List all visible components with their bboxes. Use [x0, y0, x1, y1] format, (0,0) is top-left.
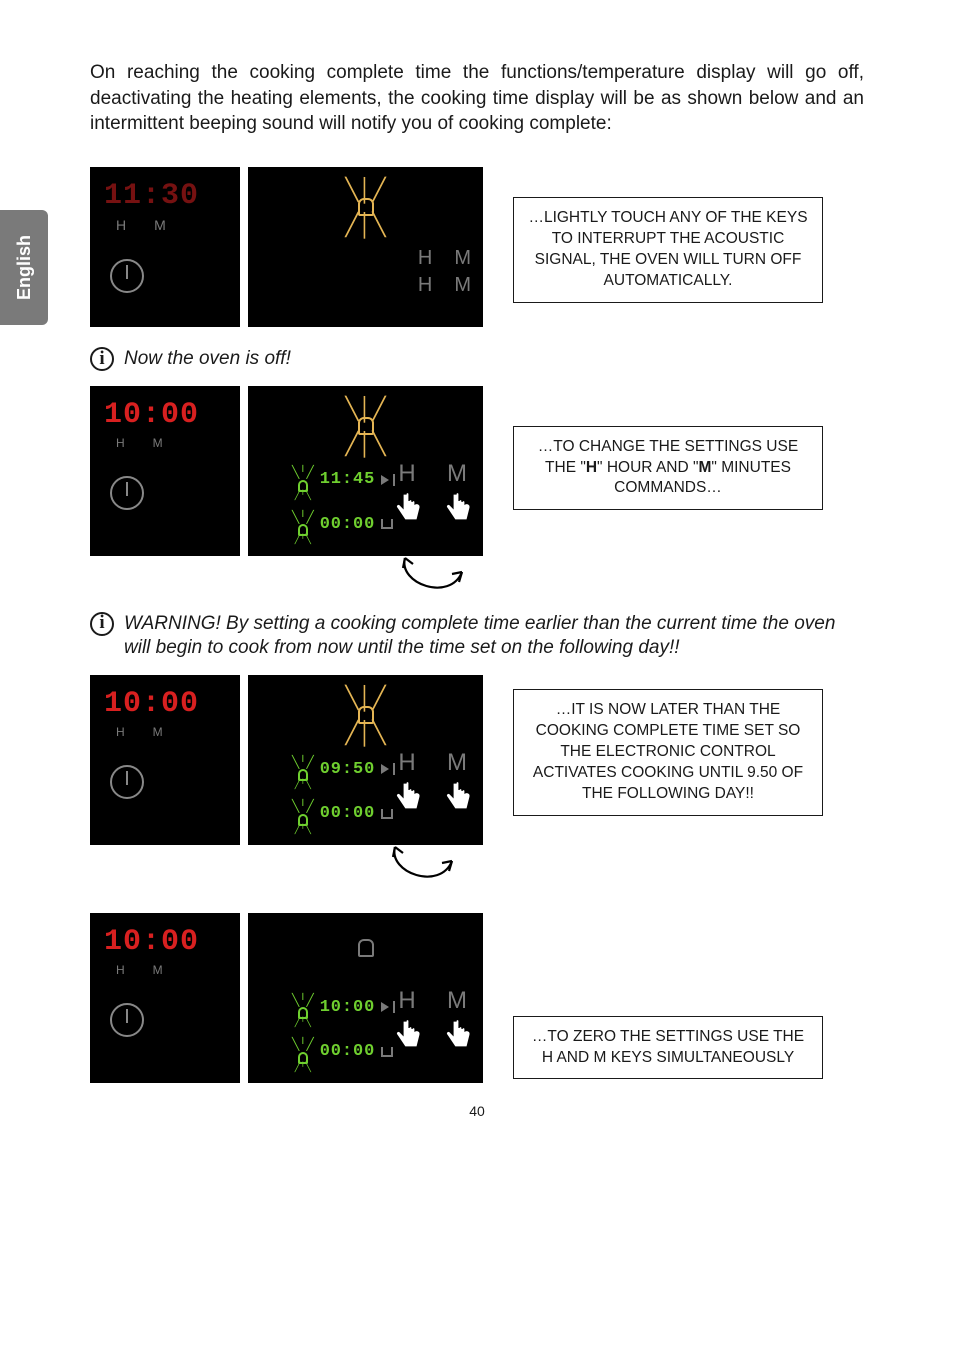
info-oven-off: i Now the oven is off! [90, 347, 864, 372]
power-icon [110, 259, 144, 293]
callout-h-bold: H [586, 459, 597, 476]
callout-change-settings: …TO CHANGE THE SETTINGS USE THE "H" HOUR… [513, 426, 823, 511]
callout-part: " HOUR AND " [597, 459, 698, 476]
swap-arrow-icon [390, 554, 476, 604]
swap-arrow-icon [380, 843, 466, 893]
hm-labels-4: H M [116, 963, 226, 977]
clock-time-1: 11:30 [104, 179, 226, 213]
panel-left-4: 10:00 H M [90, 913, 240, 1083]
info-warning-text: WARNING! By setting a cooking complete t… [124, 612, 864, 661]
page-content: On reaching the cooking complete time th… [0, 0, 954, 1149]
touch-hand-icon [441, 1017, 473, 1057]
label-m: M [447, 460, 467, 488]
timer-lines-3: ╲╵╱╱╵╲ 09:50 ╲╵╱╱╵╲ 00:00 [292, 750, 395, 833]
panel-left-2: 10:00 H M [90, 386, 240, 556]
clock-time-2: 10:00 [104, 398, 226, 432]
screen-group-1: 11:30 H M ╲│╱ ╱│╲ H M [90, 167, 483, 327]
end-time-value: 09:50 [320, 760, 376, 779]
touch-hand-icon [441, 779, 473, 819]
intro-paragraph: On reaching the cooking complete time th… [90, 60, 864, 137]
duration-line: ╲╵╱╱╵╲ 00:00 [292, 1032, 395, 1071]
hm-labels-3: H M [116, 725, 226, 739]
row-warning-examples: 10:00 H M ╲│╱ ╱│╲ [90, 675, 864, 1083]
hm-labels-1: H M [116, 217, 226, 233]
heat-mini-icon: ╲╵╱╱╵╲ [292, 804, 314, 833]
info-icon: i [90, 612, 114, 636]
panel-right-4: ╲╵╱╱╵╲ 10:00 ╲╵╱╱╵╲ 00:00 H [248, 913, 483, 1083]
label-m: M [447, 749, 467, 777]
panel-left-3: 10:00 H M [90, 675, 240, 845]
info-warning-next-day: i WARNING! By setting a cooking complete… [90, 612, 864, 661]
touch-hand-icon [391, 779, 423, 819]
callout-later-than: …IT IS NOW LATER THAN THE COOKING COMPLE… [513, 689, 823, 816]
power-icon [110, 1003, 144, 1037]
heat-mini-icon: ╲╵╱╱╵╲ [292, 1042, 314, 1071]
duration-value: 00:00 [320, 1042, 376, 1061]
heat-mini-icon: ╲╵╱╱╵╲ [292, 998, 314, 1027]
end-time-line: ╲╵╱╱╵╲ 09:50 [292, 750, 395, 789]
panel-right-3: ╲│╱ ╱│╲ ╲╵╱╱╵╲ 09:50 ╲╵╱╱╵╲ 00:00 [248, 675, 483, 845]
panel-right-1: ╲│╱ ╱│╲ H M H M [248, 167, 483, 327]
label-m: M [447, 987, 467, 1015]
label-h: H [116, 436, 125, 450]
clock-time-3: 10:00 [104, 687, 226, 721]
heat-mini-icon: ╲╵╱╱╵╲ [292, 515, 314, 544]
label-m: M [153, 725, 163, 739]
screen-group-3: 10:00 H M ╲│╱ ╱│╲ [90, 675, 483, 845]
touch-hand-icon [391, 490, 423, 530]
label-h: H [418, 247, 432, 270]
duration-line: ╲╵╱╱╵╲ 00:00 [292, 505, 395, 544]
callout-zero-settings: …TO ZERO THE SETTINGS USE THE H AND M KE… [513, 1016, 823, 1080]
timer-lines-2: ╲╵╱╱╵╲ 11:45 ╲╵╱╱╵╲ 00:00 [292, 460, 395, 543]
label-h: H [116, 217, 126, 233]
touch-hand-icon [391, 1017, 423, 1057]
label-h: H [116, 963, 125, 977]
label-h: H [418, 274, 432, 297]
label-m: M [153, 436, 163, 450]
label-m: M [154, 217, 166, 233]
hm-touch-block-2: H M [391, 460, 473, 530]
screen-group-4: 10:00 H M ╲╵╱╱╵╲ [90, 913, 483, 1083]
label-m: M [454, 247, 471, 270]
end-time-value: 10:00 [320, 998, 376, 1017]
hm-touch-block-4: H M [391, 987, 473, 1057]
page-number: 40 [90, 1103, 864, 1119]
touch-hand-icon [441, 490, 473, 530]
panel-right-2: ╲│╱ ╱│╲ ╲╵╱╱╵╲ 11:45 ╲╵╱╱╵╲ [248, 386, 483, 556]
callout-column: …IT IS NOW LATER THAN THE COOKING COMPLE… [513, 675, 823, 1079]
label-h: H [116, 725, 125, 739]
row-cooking-complete: 11:30 H M ╲│╱ ╱│╲ H M [90, 167, 864, 327]
info-icon: i [90, 347, 114, 371]
label-h: H [398, 987, 415, 1015]
heat-mini-icon: ╲╵╱╱╵╲ [292, 470, 314, 499]
power-icon [110, 765, 144, 799]
label-m: M [454, 274, 471, 297]
label-m: M [153, 963, 163, 977]
power-icon [110, 476, 144, 510]
duration-line: ╲╵╱╱╵╲ 00:00 [292, 794, 395, 833]
panel-left-1: 11:30 H M [90, 167, 240, 327]
label-h: H [398, 460, 415, 488]
hm-grid-1: H M H M [418, 247, 471, 297]
callout-m-bold: M [698, 459, 711, 476]
heat-icon: ╲│╱ ╱│╲ [248, 177, 483, 231]
timer-lines-4: ╲╵╱╱╵╲ 10:00 ╲╵╱╱╵╲ 00:00 [292, 988, 395, 1071]
hm-labels-2: H M [116, 436, 226, 450]
screen-group-2: 10:00 H M ╲│╱ ╱│╲ ╲╵╱╱╵╲ [90, 386, 483, 556]
heat-icon-off [248, 931, 483, 959]
row-change-settings: 10:00 H M ╲│╱ ╱│╲ ╲╵╱╱╵╲ [90, 386, 864, 556]
end-time-value: 11:45 [320, 470, 376, 489]
duration-value: 00:00 [320, 515, 376, 534]
clock-time-4: 10:00 [104, 925, 226, 959]
duration-value: 00:00 [320, 804, 376, 823]
end-time-line: ╲╵╱╱╵╲ 10:00 [292, 988, 395, 1027]
callout-touch-any-key: …LIGHTLY TOUCH ANY OF THE KEYS TO INTERR… [513, 197, 823, 303]
info-oven-off-text: Now the oven is off! [124, 347, 864, 372]
heat-icon: ╲│╱ ╱│╲ [248, 685, 483, 739]
heat-icon: ╲│╱ ╱│╲ [248, 396, 483, 450]
hm-touch-block-3: H M [391, 749, 473, 819]
end-time-line: ╲╵╱╱╵╲ 11:45 [292, 460, 395, 499]
heat-mini-icon: ╲╵╱╱╵╲ [292, 760, 314, 789]
label-h: H [398, 749, 415, 777]
